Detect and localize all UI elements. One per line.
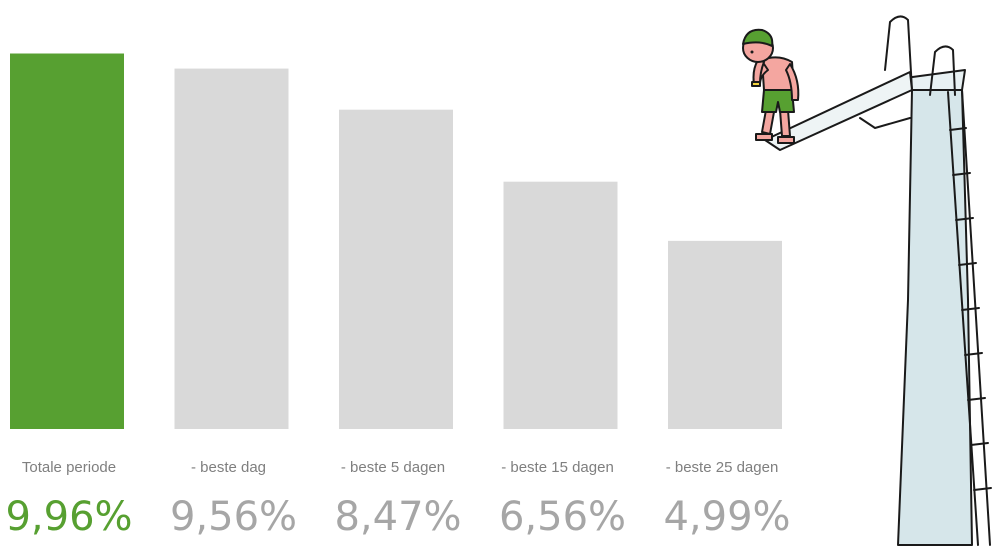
category-label-0: Totale periode — [22, 459, 116, 476]
tower-top-face — [904, 69, 966, 91]
diver-on-diving-board-icon — [742, 15, 992, 546]
ladder — [947, 89, 992, 546]
category-label-1: - beste dag — [191, 459, 266, 476]
value-label-4: 4,99% — [663, 494, 790, 540]
handrail-front — [929, 45, 956, 96]
value-labels-group: 9,96% 9,56% 8,47% 6,56% 4,99% — [5, 494, 790, 540]
diving-board — [764, 71, 913, 151]
bars-group — [10, 53, 782, 430]
bar-1 — [174, 68, 289, 429]
category-label-4: - beste 25 dagen — [666, 459, 779, 476]
bar-3 — [503, 181, 618, 429]
value-label-3: 6,56% — [499, 494, 626, 540]
bar-4 — [668, 240, 782, 429]
value-label-0: 9,96% — [5, 494, 132, 540]
bar-0 — [10, 53, 124, 430]
tower-column — [897, 89, 973, 546]
value-label-1: 9,56% — [170, 494, 297, 540]
board-support — [859, 117, 911, 129]
diver — [742, 28, 800, 144]
bar-2 — [339, 109, 453, 429]
handrail-back — [884, 15, 913, 91]
category-label-2: - beste 5 dagen — [341, 459, 445, 476]
value-label-2: 8,47% — [334, 494, 461, 540]
category-label-3: - beste 15 dagen — [501, 459, 614, 476]
category-labels-group: Totale periode - beste dag - beste 5 dagen… — [22, 459, 778, 476]
